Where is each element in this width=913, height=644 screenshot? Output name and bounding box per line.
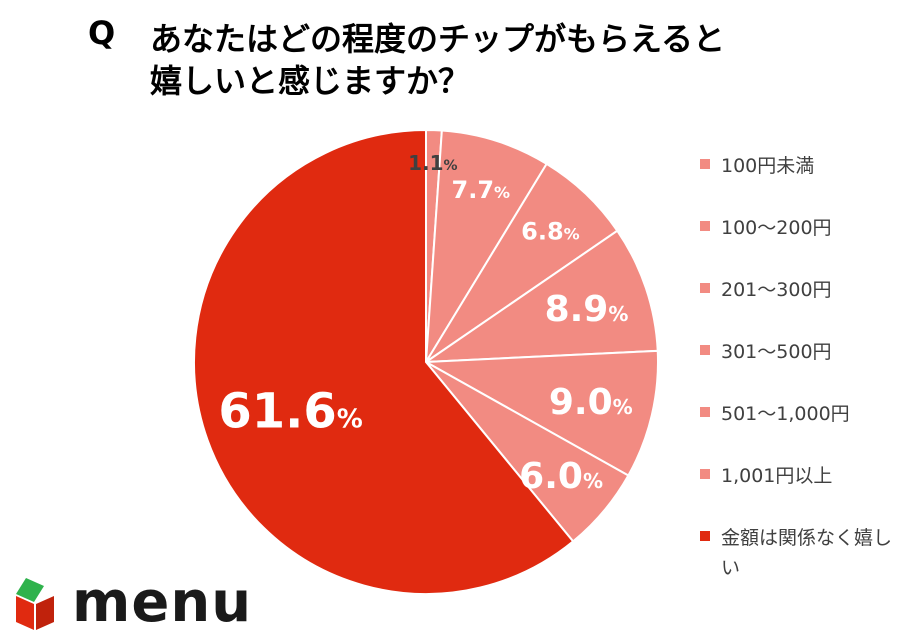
legend-label: 501〜1,000円 [721, 403, 850, 425]
slice-value-label: 8.9% [545, 289, 629, 330]
legend-label: 100円未満 [721, 155, 815, 177]
legend-swatch [700, 469, 710, 479]
legend-item: 100円未満 [700, 151, 905, 213]
pie-slice [422, 349, 659, 477]
pie-slice [422, 229, 659, 364]
slice-value-label: 6.8% [521, 217, 580, 245]
slice-value-label: 61.6% [218, 384, 363, 440]
slice-value-label: 7.7% [452, 176, 511, 204]
legend-label: 金額は関係なく嬉しい [721, 527, 893, 579]
menu-logo: menu [14, 570, 254, 638]
menu-logo-icon [16, 578, 54, 630]
slice-value-label: 1.1% [408, 151, 457, 175]
legend: 100円未満 100〜200円 201〜300円 301〜500円 501〜1,… [700, 151, 905, 585]
legend-item: 301〜500円 [700, 337, 905, 399]
title-q-mark: Q [88, 14, 116, 52]
slice-value-label: 9.0% [549, 382, 633, 423]
legend-swatch [700, 407, 710, 417]
legend-swatch [700, 159, 710, 169]
legend-label: 301〜500円 [721, 341, 832, 363]
pie-slice [425, 129, 549, 363]
legend-label: 1,001円以上 [721, 465, 833, 487]
legend-item: 501〜1,000円 [700, 399, 905, 461]
pie-slice [193, 128, 575, 595]
legend-item: 1,001円以上 [700, 461, 905, 523]
legend-swatch [700, 531, 710, 541]
legend-swatch [700, 345, 710, 355]
legend-label: 201〜300円 [721, 279, 832, 301]
slice-value-label: 6.0% [519, 456, 603, 497]
title-line-2: 嬉しいと感じますか？ [150, 62, 471, 100]
legend-swatch [700, 283, 710, 293]
legend-item: 金額は関係なく嬉しい [700, 523, 905, 585]
legend-label: 100〜200円 [721, 217, 832, 239]
menu-logo-text: menu [72, 570, 253, 635]
legend-swatch [700, 221, 710, 231]
title-line-1: あなたはどの程度のチップがもらえると [150, 20, 726, 58]
legend-item: 201〜300円 [700, 275, 905, 337]
legend-item: 100〜200円 [700, 213, 905, 275]
